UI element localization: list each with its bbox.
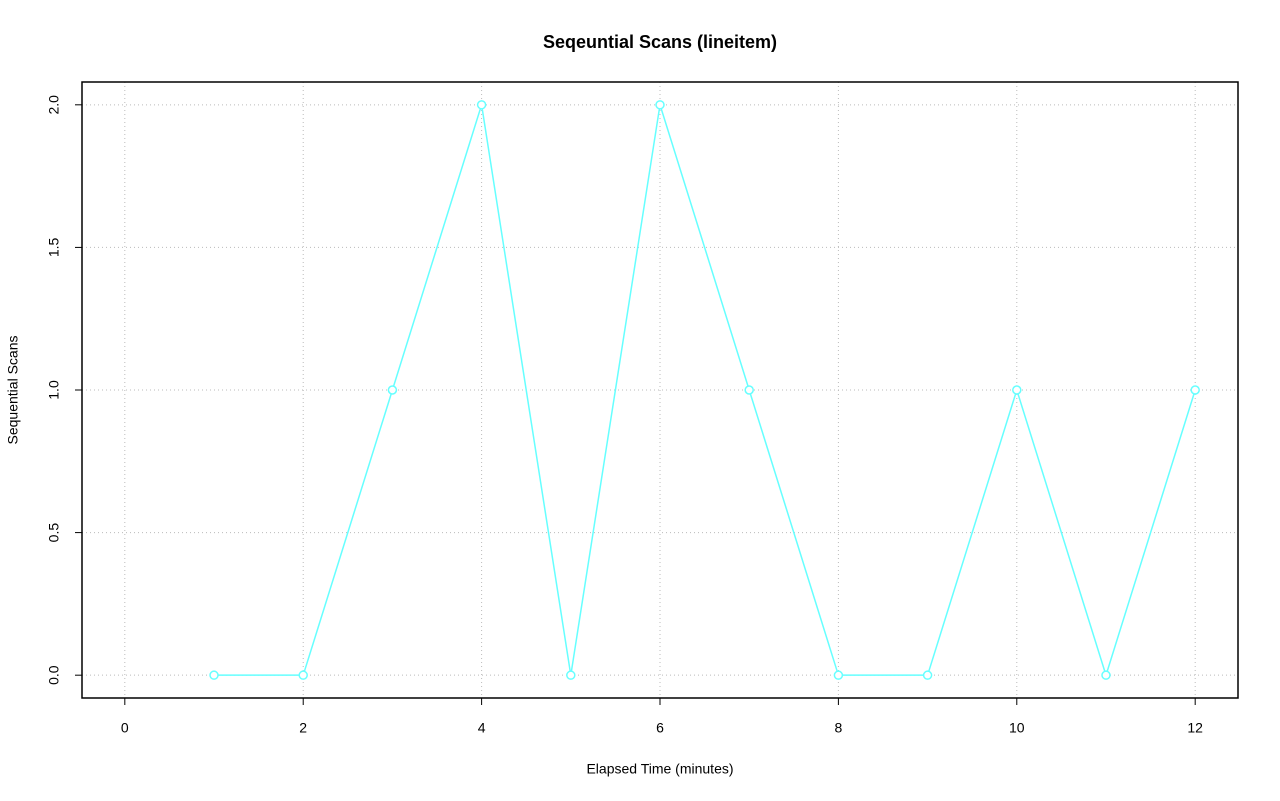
x-tick-label: 8 bbox=[834, 720, 842, 736]
data-point bbox=[833, 670, 844, 680]
plot-frame bbox=[81, 81, 1239, 699]
y-tick-label: 0.5 bbox=[46, 523, 62, 543]
chart-title: Seqeuntial Scans (lineitem) bbox=[543, 32, 777, 52]
y-tick-label: 1.0 bbox=[46, 380, 62, 400]
data-point bbox=[298, 670, 308, 680]
x-tick-label: 10 bbox=[1009, 720, 1025, 736]
x-axis-label: Elapsed Time (minutes) bbox=[586, 761, 733, 777]
data-point bbox=[476, 100, 487, 110]
y-tick-label: 0.0 bbox=[46, 665, 62, 685]
data-point bbox=[744, 385, 754, 395]
y-tick-label: 2.0 bbox=[46, 95, 62, 115]
x-tick-label: 6 bbox=[656, 720, 664, 736]
data-point bbox=[922, 670, 933, 680]
series-line bbox=[214, 104, 1196, 678]
data-point bbox=[209, 670, 219, 680]
y-tick-label: 1.5 bbox=[46, 237, 62, 257]
data-point bbox=[1101, 670, 1111, 680]
x-tick-label: 12 bbox=[1187, 720, 1203, 736]
x-tick-label: 2 bbox=[299, 720, 307, 736]
data-point bbox=[1012, 385, 1022, 395]
y-axis-label: Sequential Scans bbox=[5, 336, 21, 445]
data-point bbox=[387, 385, 398, 395]
data-point bbox=[566, 670, 576, 680]
x-tick-label: 0 bbox=[121, 720, 129, 736]
x-tick-label: 4 bbox=[478, 720, 486, 736]
data-point bbox=[1190, 385, 1200, 395]
data-point bbox=[655, 100, 665, 110]
